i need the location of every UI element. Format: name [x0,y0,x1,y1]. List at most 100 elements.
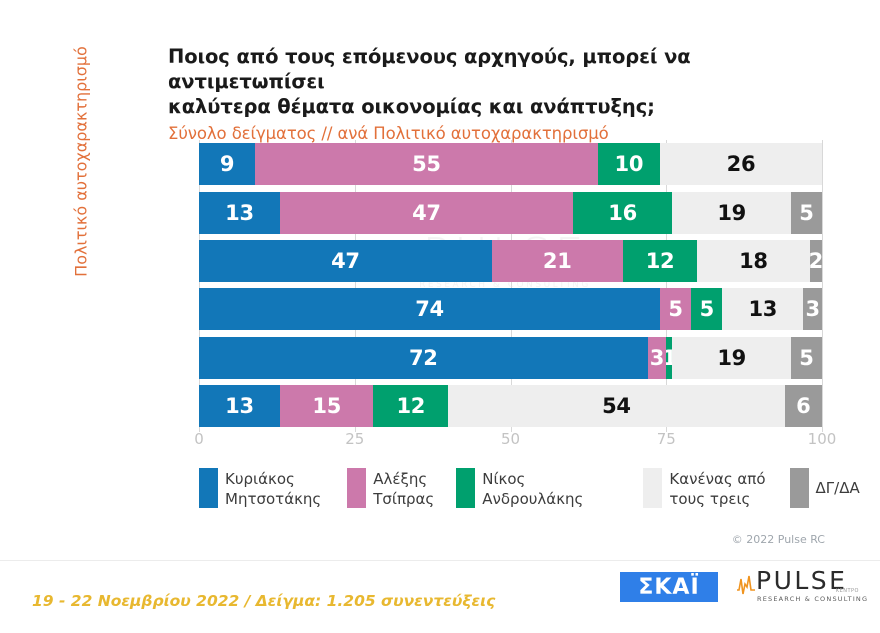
bar-segment[interactable]: 5 [790,336,822,379]
bar-segment[interactable]: 54 [448,384,785,427]
bar-segment-value: 13 [748,297,778,322]
bar-segment[interactable]: 12 [373,384,449,427]
chart-plot-area: Αριστεροί9551026Κεντρο-αριστεροί13471619… [199,140,823,432]
bar-row[interactable]: Κεντρο-δεξιοί7455133 [199,288,822,331]
x-axis-tick-label: 25 [345,430,365,448]
bar-segment[interactable]: 15 [279,384,374,427]
chart-subtitle: Σύνολο δείγματος // ανά Πολιτικό αυτοχαρ… [168,124,609,143]
bar-segment-value: 47 [331,248,360,273]
bar-segment-value: 13 [225,200,254,225]
bar-segment[interactable]: 19 [672,191,791,234]
bar-segment[interactable]: 3 [647,336,667,379]
skai-logo: ΣΚΑΪ [620,572,718,602]
legend-label: Κυριάκος Μητσοτάκης [225,470,322,508]
legend-item[interactable]: ΔΓ/ΔΑ [789,468,860,508]
bar-segment-value: 3 [649,345,665,370]
legend-label: Κανένας από τους τρεις [669,470,766,508]
chart-title-block: Ποιος από τους επόμενους αρχηγούς, μπορε… [168,44,828,146]
chart-title-line-1: Ποιος από τους επόμενους αρχηγούς, μπορε… [168,45,691,93]
bar-segment[interactable]: 21 [491,239,623,282]
bar-segment-value: 13 [225,393,254,418]
legend-label: Αλέξης Τσίπρας [373,470,435,508]
bar-segment-value: 10 [614,152,644,177]
bar-segment[interactable]: 13 [199,384,280,427]
bar-row[interactable]: Κεντρώοι472112182 [199,239,822,282]
bar-segment-value: 72 [408,345,438,370]
bar-row[interactable]: Άλλο ήΤίποτα131512546 [199,384,822,427]
bar-segment[interactable]: 18 [697,239,810,282]
bar-segment-value: 6 [796,393,811,418]
chart-legend: Κυριάκος Μητσοτάκης Αλέξης Τσίπρας Νίκος Α… [199,468,860,509]
bar-segment-value: 54 [602,393,631,418]
y-axis-title: Πολιτικό αυτοχαρακτηρισμό [71,46,91,277]
bar-segment[interactable]: 13 [199,191,280,234]
gridline [199,140,200,432]
bar-segment[interactable]: 1 [666,336,673,379]
legend-item[interactable]: Κυριάκος Μητσοτάκης [199,468,321,509]
legend-item[interactable]: Κανένας από τους τρεις [643,468,766,509]
bar-segment-value: 5 [668,297,683,322]
pulse-logo: PULSE ΚΕΝΤΡΟ RESEARCH & CONSULTING [736,568,867,606]
gridline [822,140,823,432]
legend-swatch [789,468,809,508]
x-axis-tick-label: 50 [500,430,521,448]
pulse-logo-subtext: RESEARCH & CONSULTING [757,595,869,603]
bar-segment-value: 2 [809,248,822,273]
gridline [666,140,668,432]
bar-segment[interactable]: 10 [597,143,660,186]
bar-row[interactable]: Αριστεροί9551026 [199,143,822,186]
pulse-wave-icon [737,575,755,595]
legend-item[interactable]: Αλέξης Τσίπρας [347,468,434,509]
bar-segment-value: 19 [717,345,746,370]
copyright-text: © 2022 Pulse RC [731,533,825,546]
bar-segment-value: 19 [717,200,746,225]
bar-segment-value: 15 [312,393,342,418]
bar-segment[interactable]: 2 [809,239,822,282]
footer-divider [0,560,880,561]
bar-segment[interactable]: 16 [572,191,673,234]
bar-segment[interactable]: 6 [784,384,822,427]
bar-segment[interactable]: 5 [790,191,822,234]
skai-logo-text: ΣΚΑΪ [638,574,700,600]
chart-title-line-2: καλύτερα θέματα οικονομίας και ανάπτυξης… [168,95,655,118]
gridline [354,140,356,432]
legend-item[interactable]: Νίκος Ανδρουλάκης [456,468,583,509]
bar-segment-value: 5 [799,200,814,225]
bar-segment[interactable]: 5 [660,288,692,331]
bar-segment[interactable]: 47 [199,239,492,282]
bar-segment[interactable]: 5 [691,288,723,331]
bar-segment[interactable]: 19 [672,336,791,379]
bar-segment[interactable]: 55 [255,143,598,186]
bar-segment-value: 26 [726,152,756,177]
bar-segment-value: 1 [666,346,672,370]
x-axis-tick-label: 0 [194,430,204,448]
bar-row[interactable]: Κεντρο-αριστεροί134716195 [199,191,822,234]
bar-segment[interactable]: 12 [622,239,698,282]
bar-segment-value: 18 [739,248,768,273]
legend-swatch [347,468,367,508]
bar-row[interactable]: Δεξιοί7231195 [199,336,822,379]
legend-swatch [199,468,218,508]
bar-segment-value: 16 [608,200,637,225]
bar-segment-value: 47 [412,200,441,225]
legend-label: ΔΓ/ΔΑ [815,479,860,497]
bar-segment[interactable]: 26 [660,143,822,186]
bar-segment[interactable]: 74 [199,288,661,331]
bar-segment[interactable]: 13 [722,288,804,331]
pulse-logo-rc: ΚΕΝΤΡΟ [835,588,859,594]
legend-swatch [456,468,476,508]
bar-segment[interactable]: 3 [803,288,822,331]
footer-date-sample: 19 - 22 Νοεμβρίου 2022 / Δείγμα: 1.205 σ… [32,592,496,610]
bar-segment-value: 3 [805,297,820,322]
bar-segment[interactable]: 72 [199,336,648,379]
bar-segment-value: 9 [219,152,235,177]
bar-segment[interactable]: 9 [199,143,256,186]
bar-segment-value: 12 [396,393,426,418]
bar-segment-value: 5 [799,345,814,370]
bar-segment[interactable]: 47 [279,191,573,234]
legend-swatch [643,468,663,508]
x-axis-tick-label: 100 [807,430,837,448]
bar-segment-value: 55 [412,152,441,177]
bar-segment-value: 12 [645,248,675,273]
